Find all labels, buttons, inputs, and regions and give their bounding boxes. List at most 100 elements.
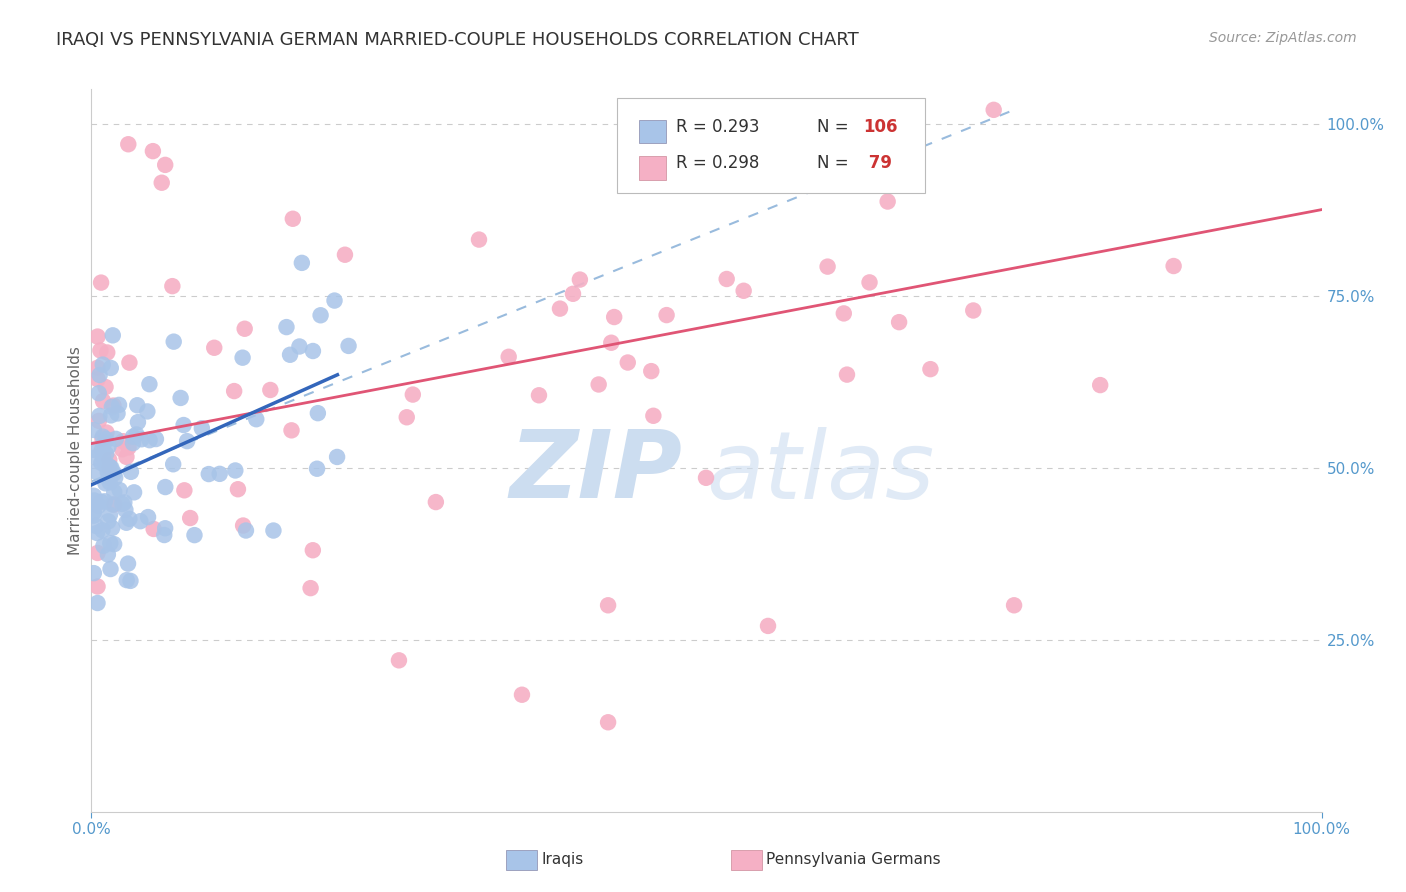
Point xyxy=(108,398,131,412)
Point xyxy=(96,425,118,440)
Point xyxy=(695,471,717,485)
Point xyxy=(91,394,114,409)
Point xyxy=(548,301,571,316)
Point xyxy=(93,539,115,553)
Point xyxy=(163,334,186,349)
Point xyxy=(136,510,159,524)
Point xyxy=(91,523,114,537)
Point xyxy=(191,421,214,435)
Point xyxy=(98,471,121,485)
Point xyxy=(94,432,117,446)
Text: atlas: atlas xyxy=(706,426,935,517)
Point xyxy=(835,368,858,382)
Point xyxy=(100,409,122,423)
Text: ZIP: ZIP xyxy=(509,426,682,518)
Point xyxy=(84,519,107,533)
Point xyxy=(281,211,304,226)
Point xyxy=(876,194,898,209)
Point xyxy=(153,521,176,535)
Point xyxy=(103,537,125,551)
Point xyxy=(118,512,141,526)
Point xyxy=(153,528,176,542)
Point xyxy=(468,233,491,247)
Point xyxy=(655,308,678,322)
Point xyxy=(89,343,111,358)
Text: R = 0.293: R = 0.293 xyxy=(676,118,759,136)
Point xyxy=(107,407,129,421)
Point xyxy=(97,548,120,562)
Point xyxy=(596,599,619,613)
Point xyxy=(91,358,114,372)
Point xyxy=(120,574,142,588)
Point xyxy=(169,391,191,405)
Point xyxy=(640,364,662,378)
Point xyxy=(122,436,145,450)
Point xyxy=(115,450,138,464)
Point xyxy=(83,505,105,519)
Point xyxy=(983,103,1005,117)
Point xyxy=(97,514,120,528)
Point xyxy=(588,377,610,392)
Point xyxy=(97,458,120,473)
Point xyxy=(83,423,105,437)
Point xyxy=(115,573,138,587)
Point xyxy=(395,410,418,425)
Text: N =: N = xyxy=(817,118,853,136)
Point xyxy=(202,341,225,355)
Point xyxy=(337,339,360,353)
Point xyxy=(1002,599,1025,613)
Point xyxy=(162,279,184,293)
Point xyxy=(278,348,301,362)
Point xyxy=(142,144,165,158)
Point xyxy=(527,388,550,402)
Point xyxy=(84,450,107,465)
Text: N =: N = xyxy=(817,154,853,172)
Point xyxy=(887,315,910,329)
Point xyxy=(117,441,139,455)
Point xyxy=(87,499,110,513)
Point xyxy=(291,256,314,270)
Point xyxy=(280,423,302,437)
Point xyxy=(127,398,149,412)
Point xyxy=(89,409,111,423)
Point xyxy=(86,372,108,386)
Point xyxy=(111,434,134,449)
Point xyxy=(112,495,135,509)
Point xyxy=(498,350,520,364)
Point xyxy=(233,322,256,336)
Point xyxy=(301,543,323,558)
Point xyxy=(101,521,124,535)
Point xyxy=(97,440,120,454)
Point xyxy=(232,518,254,533)
Point xyxy=(596,715,619,730)
Point xyxy=(125,427,148,442)
Point xyxy=(96,345,118,359)
Point xyxy=(245,412,267,426)
Text: Iraqis: Iraqis xyxy=(541,853,583,867)
Point xyxy=(122,430,145,444)
Point xyxy=(179,511,201,525)
Point xyxy=(600,335,623,350)
Point xyxy=(138,433,160,447)
Point xyxy=(122,485,145,500)
Point xyxy=(302,344,325,359)
Point xyxy=(235,524,257,538)
Point xyxy=(89,368,111,382)
Point xyxy=(84,465,107,479)
Point xyxy=(83,489,105,503)
Point xyxy=(309,308,332,322)
Point xyxy=(288,339,311,353)
Point xyxy=(117,137,139,152)
Point xyxy=(183,528,205,542)
Bar xyxy=(638,120,666,144)
Point xyxy=(136,404,159,418)
Point xyxy=(104,432,127,446)
Point xyxy=(127,415,149,429)
Point xyxy=(307,406,329,420)
Point xyxy=(87,386,110,401)
Bar xyxy=(638,156,666,179)
Point xyxy=(86,596,108,610)
Point xyxy=(98,536,121,550)
Point xyxy=(108,483,131,497)
Point xyxy=(91,450,114,465)
